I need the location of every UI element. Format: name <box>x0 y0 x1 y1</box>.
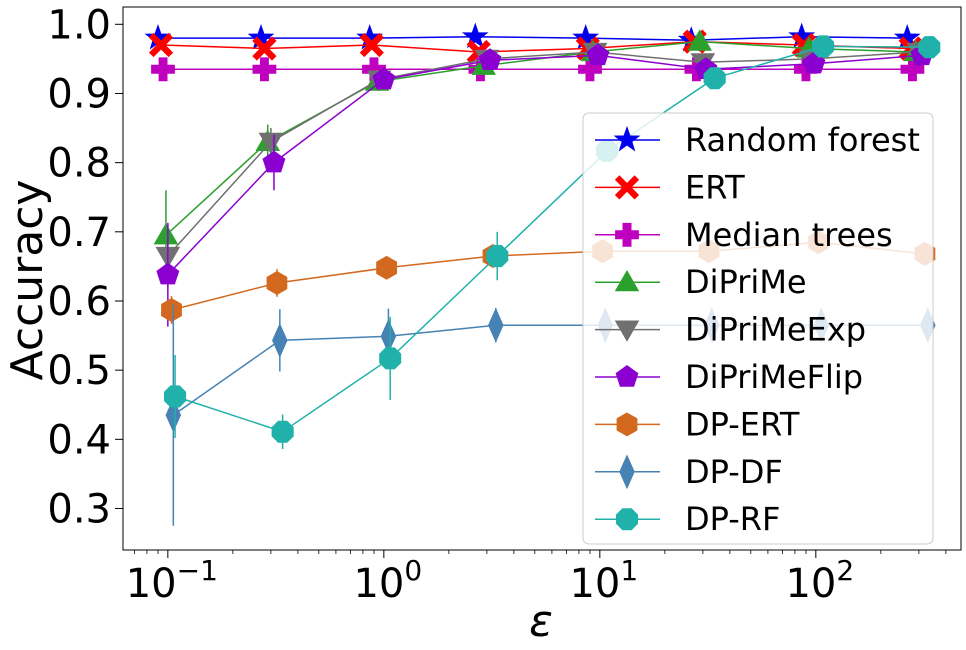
x-tick-label: 10−1 <box>126 554 218 607</box>
legend-marker <box>614 320 640 342</box>
series-line <box>165 40 916 236</box>
data-point <box>151 57 175 82</box>
data-point <box>900 57 925 82</box>
x-tick-exponent: 0 <box>404 554 422 587</box>
legend-label: DP-DF <box>685 453 783 491</box>
legend-marker <box>615 222 639 247</box>
y-tick-label: 1.0 <box>47 2 111 48</box>
data-point <box>486 245 509 268</box>
data-point <box>687 29 712 51</box>
data-point <box>478 48 502 70</box>
x-tick-base: 10 <box>569 561 620 607</box>
data-point <box>372 67 396 90</box>
data-point <box>266 271 288 295</box>
data-point <box>164 385 187 408</box>
legend-item-diprimeexp: DiPriMeExp <box>595 311 866 349</box>
x-tick-exponent: −1 <box>177 554 218 587</box>
data-point <box>359 32 384 58</box>
y-tick-label: 0.3 <box>47 486 111 532</box>
legend-label: DiPriMe <box>685 263 807 301</box>
data-point <box>156 262 180 285</box>
data-point <box>376 255 397 280</box>
series-line <box>160 40 911 53</box>
legend-label: Random forest <box>685 121 920 159</box>
y-axis-label: Accuracy <box>2 180 53 381</box>
legend-label: DiPriMeFlip <box>685 358 863 396</box>
legend-item-median-trees: Median trees <box>595 216 893 254</box>
legend-marker <box>615 364 639 387</box>
legend-marker <box>616 508 638 531</box>
legend-marker <box>613 125 641 152</box>
x-tick-label: 102 <box>785 554 854 607</box>
x-tick-label: 100 <box>353 554 422 607</box>
legend-item-ert: ERT <box>595 168 745 206</box>
data-point <box>461 22 489 49</box>
legend-marker <box>614 269 640 292</box>
data-point <box>488 307 504 343</box>
legend-item-diprime: DiPriMe <box>595 263 807 301</box>
data-point <box>148 32 174 58</box>
legend-item-dp-rf: DP-RF <box>595 500 780 538</box>
legend-marker <box>614 175 640 200</box>
legend-item-diprimeflip: DiPriMeFlip <box>595 358 863 396</box>
data-point <box>252 36 277 61</box>
x-tick-exponent: 1 <box>620 554 638 587</box>
series-line <box>174 45 930 433</box>
data-point <box>272 322 288 358</box>
y-tick-label: 0.9 <box>47 71 111 117</box>
data-point <box>918 36 941 59</box>
x-tick-exponent: 2 <box>836 554 854 587</box>
data-point <box>271 420 294 443</box>
data-point <box>812 35 835 58</box>
x-tick-label: 101 <box>569 554 638 607</box>
legend-label: DiPriMeExp <box>685 311 866 349</box>
x-tick-base: 10 <box>785 561 836 607</box>
legend-item-dp-df: DP-DF <box>595 453 783 491</box>
y-tick-label: 0.7 <box>47 210 111 256</box>
plot-frame <box>122 6 962 551</box>
legend-label: Median trees <box>685 216 893 254</box>
series-line <box>167 54 923 276</box>
legend-item-random-forest: Random forest <box>595 121 920 159</box>
x-tick-base: 10 <box>126 561 177 607</box>
series-line <box>167 51 919 257</box>
legend-frame <box>582 112 934 545</box>
legend-item-dp-ert: DP-ERT <box>595 405 800 443</box>
y-tick-label: 0.6 <box>47 279 111 325</box>
data-point <box>578 57 602 82</box>
data-point <box>252 57 277 82</box>
legend-label: DP-RF <box>685 500 780 538</box>
data-point <box>258 132 284 155</box>
data-point <box>262 150 286 173</box>
legend-label: ERT <box>685 168 745 206</box>
data-point <box>379 347 402 370</box>
legend-marker <box>619 454 635 490</box>
y-tick-label: 0.8 <box>47 141 111 187</box>
legend-marker <box>616 412 638 437</box>
y-tick-label: 0.5 <box>47 348 111 394</box>
data-point <box>586 43 610 66</box>
data-point <box>703 67 726 90</box>
data-point <box>153 223 179 245</box>
x-tick-base: 10 <box>353 561 404 607</box>
y-tick-label: 0.4 <box>47 417 111 463</box>
legend-label: DP-ERT <box>685 405 800 443</box>
x-axis-label: ε <box>529 596 553 647</box>
series-line <box>158 35 908 41</box>
legend: Random forest ERT Median trees DiPriMe DiPri… <box>582 112 934 545</box>
data-point <box>161 298 182 322</box>
